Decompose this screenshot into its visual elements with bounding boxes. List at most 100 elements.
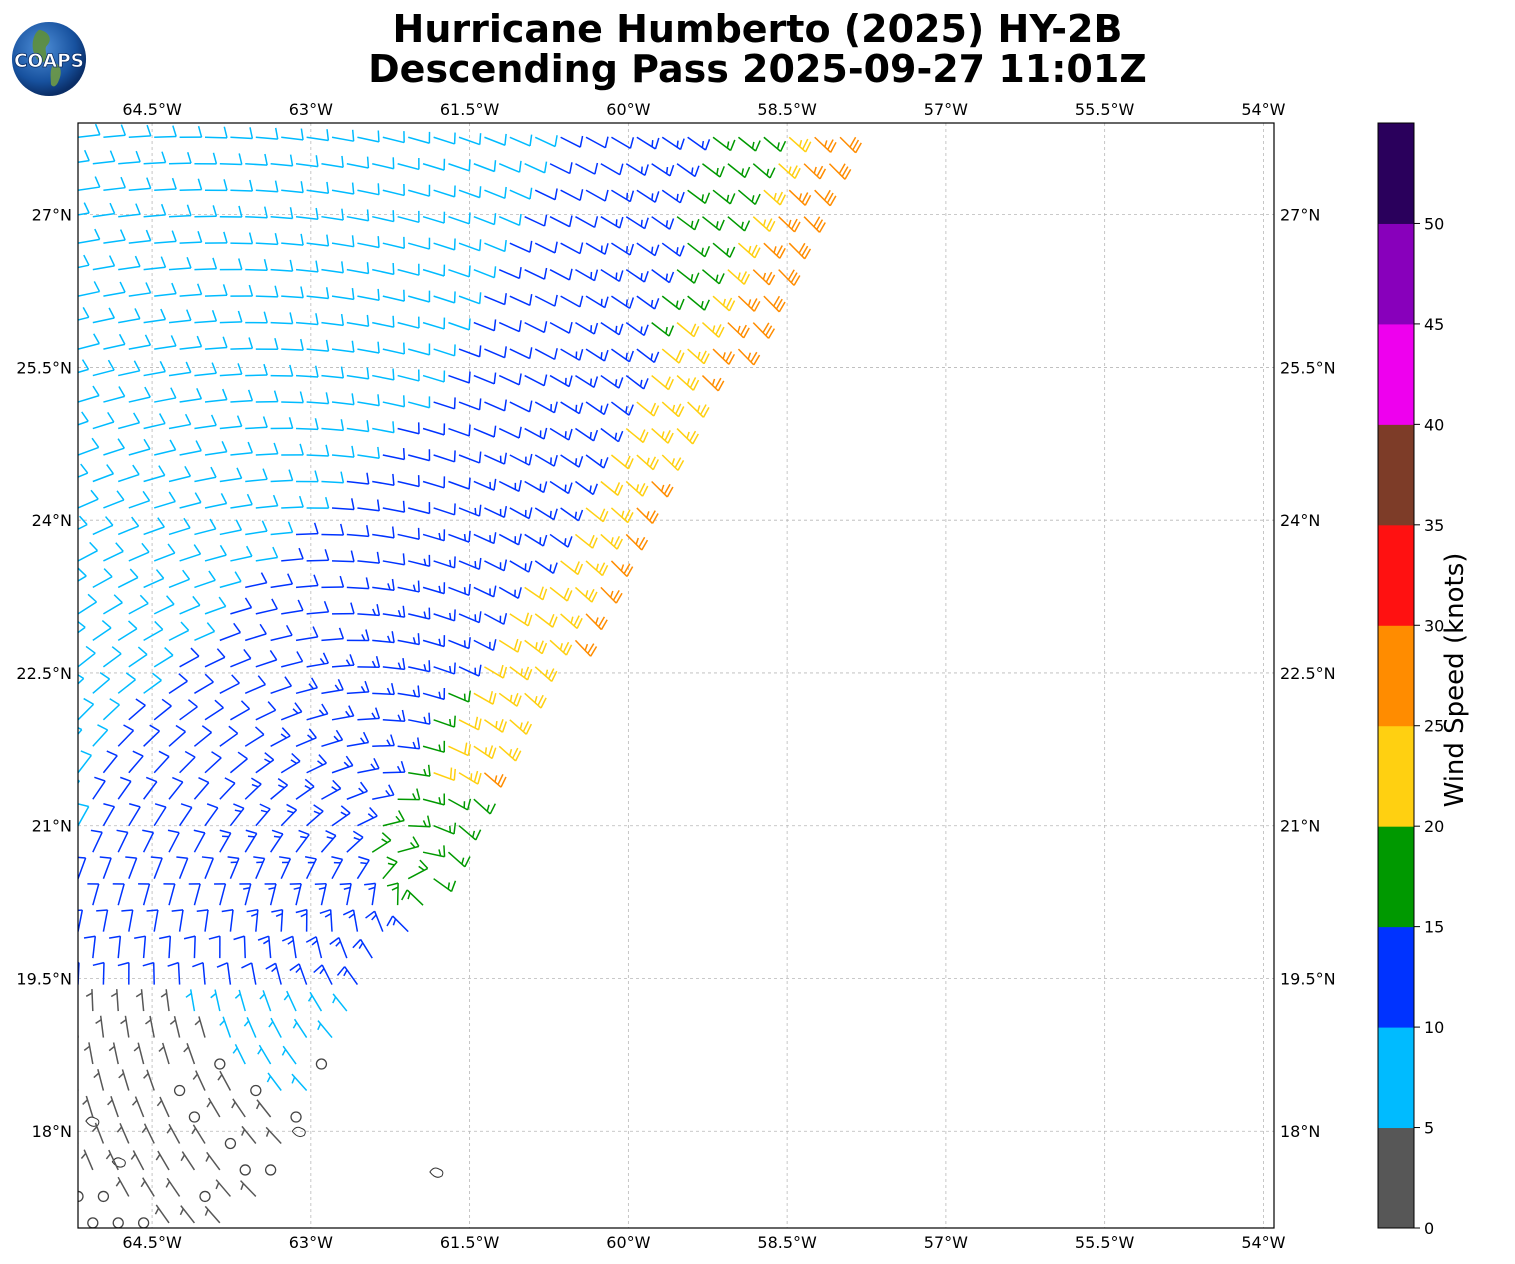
wind-barb	[78, 411, 89, 426]
barb-staff	[168, 936, 172, 959]
barb-staff	[509, 242, 531, 253]
barb-feather	[503, 452, 508, 465]
barb-staff	[168, 371, 191, 377]
wind-barb	[509, 293, 533, 307]
wind-barb	[651, 322, 675, 337]
wind-barb	[62, 884, 73, 905]
barb-feather	[123, 724, 134, 732]
barb-feather	[478, 664, 482, 677]
barb-feather	[640, 273, 643, 280]
wind-barb	[763, 242, 786, 259]
wind-barb	[103, 229, 126, 244]
barb-feather	[604, 136, 609, 148]
barb-staff	[296, 427, 319, 431]
barb-staff	[712, 348, 730, 365]
wind-barb	[331, 287, 355, 301]
wind-barb	[265, 1126, 282, 1144]
barb-feather	[297, 599, 304, 611]
barb-staff	[149, 1015, 155, 1038]
barb-feather	[493, 478, 497, 491]
barb-staff	[177, 962, 181, 985]
wind-barb	[346, 156, 370, 169]
barb-feather	[87, 593, 98, 603]
barb-feather	[243, 649, 252, 659]
wind-barb	[78, 909, 84, 932]
barb-staff	[193, 782, 210, 800]
barb-feather	[702, 406, 710, 418]
barb-feather	[852, 139, 860, 151]
barb-feather	[653, 298, 660, 310]
barb-staff	[92, 576, 113, 589]
barb-feather	[93, 1072, 100, 1079]
wind-barb	[270, 207, 294, 220]
barb-staff	[397, 586, 420, 593]
barb-staff	[712, 136, 732, 152]
barb-feather	[453, 397, 456, 409]
barb-feather	[264, 153, 268, 166]
barb-staff	[422, 586, 445, 595]
barb-feather	[212, 205, 218, 217]
barb-feather	[478, 557, 482, 570]
barb-feather	[818, 222, 826, 233]
barb-feather	[773, 246, 777, 254]
barb-staff	[219, 631, 241, 642]
wind-barb	[134, 935, 147, 959]
barb-feather	[286, 803, 297, 811]
calm-circle	[239, 1164, 251, 1176]
barb-feather	[78, 620, 86, 628]
barb-staff	[433, 348, 455, 357]
lat-tick-label-left: 22.5°N	[16, 664, 72, 683]
barb-staff	[458, 825, 477, 841]
barb-feather	[718, 273, 725, 285]
barb-staff	[179, 501, 202, 509]
barb-feather	[478, 239, 482, 251]
wind-barb	[92, 776, 106, 800]
barb-staff	[346, 691, 369, 695]
barb-feather	[290, 759, 297, 765]
wind-barb	[194, 205, 218, 218]
barb-staff	[168, 1123, 181, 1144]
wind-barb	[154, 335, 177, 350]
barb-feather	[259, 803, 271, 810]
barb-staff	[267, 1072, 282, 1091]
wind-barb	[534, 560, 558, 574]
wind-barb	[188, 1111, 201, 1123]
wind-barb	[194, 622, 216, 642]
wind-barb	[509, 400, 533, 413]
wind-barb	[146, 909, 159, 932]
barb-feather	[649, 510, 656, 521]
wind-barb	[204, 596, 227, 615]
barb-staff	[245, 268, 268, 272]
barb-staff	[255, 136, 278, 140]
barb-staff	[255, 295, 278, 298]
wind-barb	[687, 189, 711, 204]
wind-barb	[290, 1111, 302, 1123]
barb-staff	[194, 320, 217, 324]
barb-feather	[325, 339, 330, 352]
barb-feather	[94, 123, 101, 135]
barb-staff	[64, 1042, 67, 1064]
barb-feather	[78, 726, 83, 731]
barb-staff	[448, 268, 470, 278]
barb-feather	[291, 1076, 296, 1084]
barb-feather	[493, 532, 497, 544]
barb-feather	[542, 481, 548, 493]
wind-barb	[549, 480, 573, 495]
wind-barb	[346, 577, 370, 590]
barb-feather	[266, 1075, 272, 1083]
wind-barb	[128, 177, 152, 191]
wind-barb	[408, 237, 431, 250]
island-outline	[111, 1157, 126, 1168]
barb-feather	[157, 517, 165, 528]
barb-feather	[348, 705, 355, 717]
barb-feather	[401, 889, 408, 901]
barb-feather	[787, 269, 795, 281]
barb-feather	[130, 1153, 136, 1160]
wind-barb	[78, 437, 100, 456]
barb-feather	[183, 517, 191, 529]
barb-staff	[382, 507, 405, 513]
barb-staff	[103, 395, 125, 403]
barb-feather	[197, 125, 203, 138]
wind-barb	[611, 242, 635, 256]
wind-barb	[92, 255, 116, 271]
